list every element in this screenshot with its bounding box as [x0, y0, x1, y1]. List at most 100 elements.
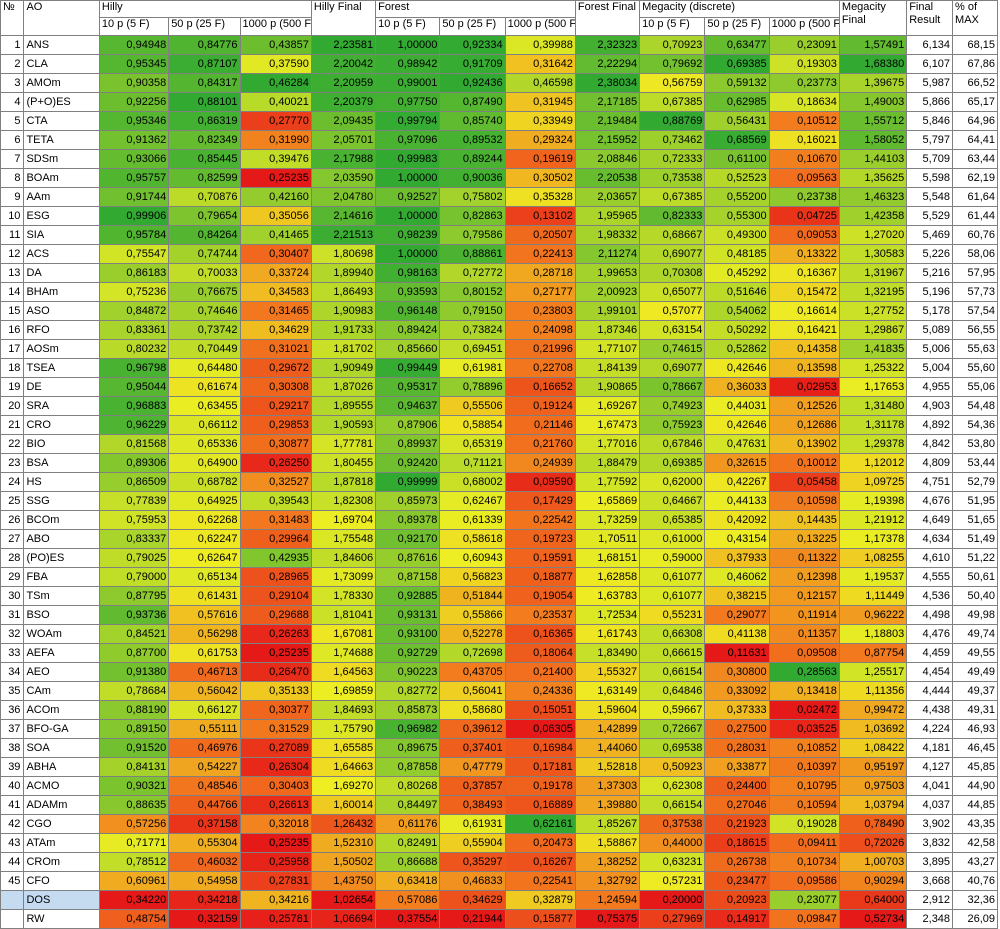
- value-cell: 0,36033: [704, 377, 770, 397]
- value-cell: 0,63455: [168, 396, 241, 416]
- value-cell: 60,76: [952, 225, 998, 245]
- value-cell: 0,66154: [639, 662, 706, 682]
- value-cell: 53,80: [952, 434, 998, 454]
- value-cell: 0,29688: [239, 605, 312, 625]
- value-cell: 1,29378: [838, 434, 908, 454]
- value-cell: 5,006: [906, 339, 954, 359]
- value-cell: 0,57231: [639, 871, 706, 891]
- value-cell: 4,444: [906, 681, 954, 701]
- value-cell: 0,46713: [168, 662, 241, 682]
- value-cell: 0,84497: [375, 795, 441, 815]
- value-cell: 0,66308: [639, 624, 706, 644]
- row-number: 13: [0, 263, 25, 283]
- value-cell: 0,55904: [439, 833, 506, 853]
- value-cell: 0,09411: [768, 833, 840, 853]
- value-cell: 51,49: [952, 529, 998, 549]
- value-cell: 0,67385: [639, 187, 706, 207]
- value-cell: 1,89555: [310, 396, 377, 416]
- value-cell: 1,19398: [838, 491, 908, 511]
- value-cell: 0,88190: [98, 700, 170, 720]
- value-cell: 0,19619: [504, 149, 576, 169]
- value-cell: 0,39988: [504, 35, 576, 55]
- sub-header: 50 p (25 F): [704, 17, 770, 36]
- algorithm-name: CFO: [23, 871, 100, 891]
- value-cell: 1,19537: [838, 567, 908, 587]
- value-cell: 1,18803: [838, 624, 908, 644]
- value-cell: 0,61000: [639, 529, 706, 549]
- value-cell: 0,89150: [98, 719, 170, 739]
- value-cell: 0,30877: [239, 434, 312, 454]
- value-cell: 53,44: [952, 453, 998, 473]
- value-cell: 0,10598: [768, 491, 840, 511]
- value-cell: 0,90358: [98, 73, 170, 93]
- value-cell: 0,85445: [168, 149, 241, 169]
- value-cell: 4,127: [906, 757, 954, 777]
- value-cell: 4,676: [906, 491, 954, 511]
- table-row: 29 FBA 0,79000 0,65134 0,28965 1,73099 0,87158…: [0, 567, 998, 587]
- value-cell: 0,30502: [504, 168, 576, 188]
- value-cell: 0,99906: [98, 206, 170, 226]
- algorithm-name: AAm: [23, 187, 100, 207]
- value-cell: 0,10512: [768, 111, 840, 131]
- algorithm-name: BIO: [23, 434, 100, 454]
- value-cell: 1,58052: [838, 130, 908, 150]
- value-cell: 1,86493: [310, 282, 377, 302]
- value-cell: 1,35625: [838, 168, 908, 188]
- value-cell: 0,51646: [704, 282, 770, 302]
- value-cell: 0,09847: [768, 909, 840, 929]
- value-cell: 0,94637: [375, 396, 441, 416]
- value-cell: 0,24400: [704, 776, 770, 796]
- value-cell: 0,21944: [439, 909, 506, 929]
- value-cell: 0,16889: [504, 795, 576, 815]
- value-cell: 49,74: [952, 624, 998, 644]
- value-cell: 0,05458: [768, 472, 840, 492]
- value-cell: 0,73462: [639, 130, 706, 150]
- row-number: 16: [0, 320, 25, 340]
- value-cell: 0,46976: [168, 738, 241, 758]
- value-cell: 1,41835: [838, 339, 908, 359]
- value-cell: 0,64846: [639, 681, 706, 701]
- value-cell: 0,99472: [838, 700, 908, 720]
- value-cell: 0,86183: [98, 263, 170, 283]
- algorithm-name: FBA: [23, 567, 100, 587]
- value-cell: 0,26470: [239, 662, 312, 682]
- value-cell: 0,54958: [168, 871, 241, 891]
- value-cell: 0,96883: [98, 396, 170, 416]
- value-cell: 0,68002: [439, 472, 506, 492]
- value-cell: 0,94948: [98, 35, 170, 55]
- sub-header: 10 p (5 F): [98, 17, 170, 36]
- algorithm-name: ASO: [23, 301, 100, 321]
- row-number: 45: [0, 871, 25, 891]
- algorithm-name: SRA: [23, 396, 100, 416]
- value-cell: 0,66112: [168, 415, 241, 435]
- value-cell: 0,93066: [98, 149, 170, 169]
- value-cell: 1,09725: [838, 472, 908, 492]
- algorithm-name: CLA: [23, 54, 100, 74]
- value-cell: 0,46062: [704, 567, 770, 587]
- value-cell: 50,61: [952, 567, 998, 587]
- value-cell: 46,45: [952, 738, 998, 758]
- algorithm-name: (PO)ES: [23, 548, 100, 568]
- value-cell: 0,29217: [239, 396, 312, 416]
- value-cell: 0,19723: [504, 529, 576, 549]
- value-cell: 0,61674: [168, 377, 241, 397]
- value-cell: 0,13322: [768, 244, 840, 264]
- value-cell: 2,21513: [310, 225, 377, 245]
- value-cell: 0,74615: [639, 339, 706, 359]
- value-cell: 1,75790: [310, 719, 377, 739]
- value-cell: 44,85: [952, 795, 998, 815]
- value-cell: 0,60961: [98, 871, 170, 891]
- value-cell: 64,41: [952, 130, 998, 150]
- table-row: 25 SSG 0,77839 0,64925 0,39543 1,82308 0,85973…: [0, 491, 998, 511]
- value-cell: 0,46598: [504, 73, 576, 93]
- value-cell: 1,64663: [310, 757, 377, 777]
- value-cell: 1,78330: [310, 586, 377, 606]
- value-cell: 0,75923: [639, 415, 706, 435]
- value-cell: 0,48546: [168, 776, 241, 796]
- value-cell: 0,42935: [239, 548, 312, 568]
- value-cell: 0,28965: [239, 567, 312, 587]
- value-cell: 0,68569: [704, 130, 770, 150]
- value-cell: 4,842: [906, 434, 954, 454]
- value-cell: 0,95757: [98, 168, 170, 188]
- value-cell: 0,29964: [239, 529, 312, 549]
